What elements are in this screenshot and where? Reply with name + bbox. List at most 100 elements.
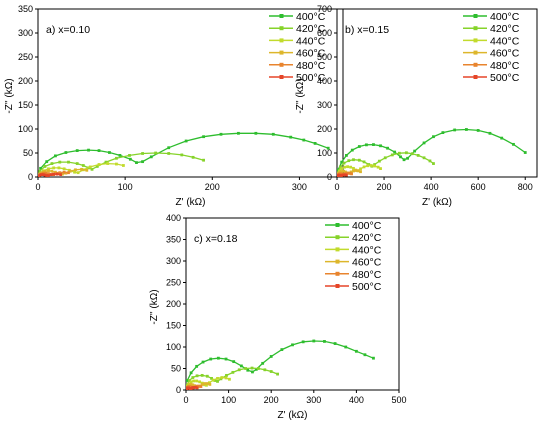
data-point <box>352 158 355 162</box>
data-point <box>209 357 213 361</box>
data-point <box>41 171 45 175</box>
data-point <box>55 172 59 176</box>
series-5 <box>38 172 63 177</box>
legend-label: 400°C <box>490 11 520 23</box>
legend-marker <box>335 271 340 276</box>
data-point <box>313 142 317 145</box>
data-point <box>344 345 348 349</box>
legend-marker <box>279 38 284 43</box>
data-point <box>115 156 118 160</box>
data-point <box>118 154 122 157</box>
data-point <box>366 164 369 168</box>
data-point <box>254 367 258 371</box>
data-point <box>350 172 353 176</box>
legend-label: 420°C <box>490 23 520 35</box>
data-point <box>45 160 49 164</box>
data-point <box>64 171 68 175</box>
legend-label: 400°C <box>296 11 326 23</box>
data-point <box>141 152 144 155</box>
data-point <box>354 169 358 172</box>
x-axis-label: Z' (kΩ) <box>278 410 308 421</box>
legend-label: 500°C <box>490 72 520 84</box>
data-point <box>362 165 366 169</box>
data-point <box>74 168 77 172</box>
data-point <box>73 170 76 174</box>
data-point <box>289 135 293 139</box>
data-point <box>349 165 353 169</box>
data-point <box>397 151 401 155</box>
data-point <box>376 165 380 169</box>
data-point <box>135 161 138 164</box>
data-point <box>432 135 435 139</box>
legend-label: 500°C <box>296 72 326 84</box>
legend-label: 500°C <box>352 281 382 293</box>
data-point <box>47 172 50 176</box>
data-point <box>441 131 445 134</box>
data-point <box>41 173 45 176</box>
y-tick-label: 150 <box>18 100 33 110</box>
y-tick-label: 50 <box>23 148 33 158</box>
data-point <box>349 170 353 174</box>
legend-label: 480°C <box>296 60 326 72</box>
data-point <box>228 377 231 381</box>
series-0 <box>39 131 330 170</box>
y-tick-label: 200 <box>18 76 33 86</box>
data-point <box>62 167 66 171</box>
data-point <box>189 380 193 384</box>
series-1 <box>186 366 279 387</box>
data-point <box>237 368 241 372</box>
y-tick-label: 400 <box>317 76 332 86</box>
legend-label: 420°C <box>296 23 326 35</box>
y-tick-label: 700 <box>317 4 332 14</box>
y-tick-label: 600 <box>317 28 332 38</box>
x-axis-label: Z' (kΩ) <box>176 197 206 208</box>
data-point <box>220 376 224 379</box>
y-tick-label: 50 <box>171 364 181 374</box>
data-point <box>523 151 527 154</box>
data-point <box>339 165 342 169</box>
data-point <box>359 167 362 171</box>
data-point <box>232 360 236 364</box>
data-point <box>211 378 215 382</box>
data-point <box>372 143 375 146</box>
data-point <box>345 173 348 177</box>
data-point <box>47 174 50 177</box>
data-point <box>200 373 204 377</box>
x-tick-label: 200 <box>264 395 279 405</box>
data-point <box>355 349 358 353</box>
data-point <box>43 169 47 173</box>
data-point <box>373 163 377 166</box>
legend-label: 440°C <box>352 244 382 256</box>
data-point <box>224 376 228 380</box>
y-tick-label: 350 <box>18 4 33 14</box>
data-point <box>416 154 420 157</box>
y-tick-label: 0 <box>327 172 332 182</box>
data-point <box>90 167 94 171</box>
data-point <box>301 340 305 344</box>
data-point <box>167 152 171 155</box>
legend-label: 460°C <box>352 257 382 269</box>
data-point <box>237 131 240 135</box>
data-point <box>189 371 193 375</box>
y-tick-label: 250 <box>18 52 33 62</box>
x-tick-label: 0 <box>183 395 188 405</box>
y-tick-label: 200 <box>317 124 332 134</box>
data-point <box>250 366 254 370</box>
data-point <box>377 159 381 163</box>
data-point <box>193 386 197 389</box>
data-point <box>202 158 205 162</box>
data-point <box>104 160 108 164</box>
data-point <box>45 174 49 177</box>
data-point <box>198 380 202 384</box>
data-point <box>269 355 273 358</box>
data-point <box>362 160 366 164</box>
x-tick-label: 0 <box>334 182 339 192</box>
legend-marker <box>473 14 478 18</box>
data-point <box>201 360 205 364</box>
y-tick-label: 400 <box>166 213 181 223</box>
data-point <box>199 385 203 388</box>
data-point <box>291 343 294 347</box>
